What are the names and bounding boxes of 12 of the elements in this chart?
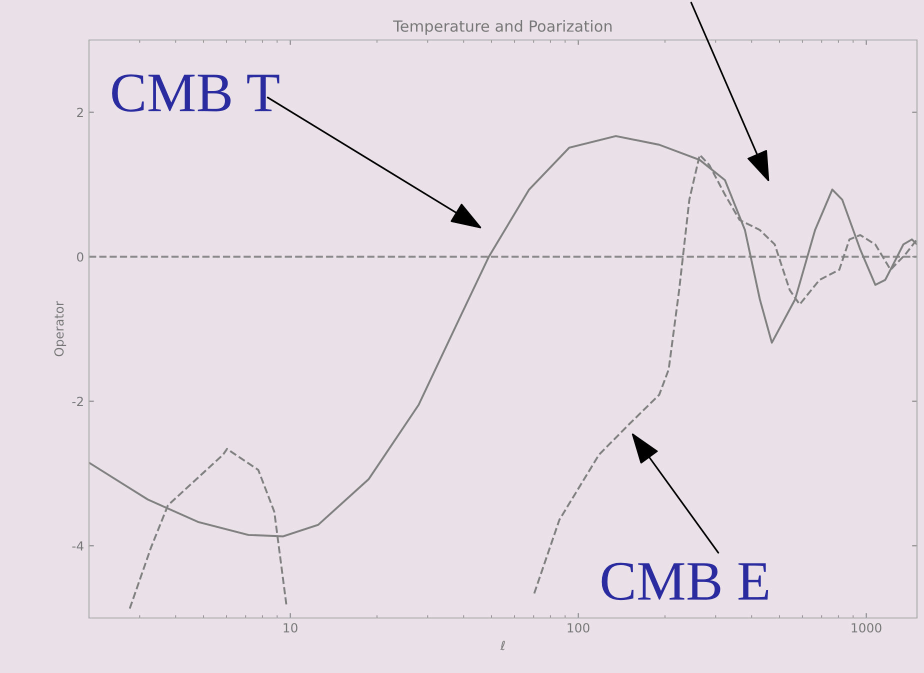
x-tick-label: 1000: [852, 623, 882, 633]
y-tick-label: -4: [72, 541, 84, 550]
x-tick-label: 10: [284, 623, 298, 633]
annotation: CMB E: [602, 562, 768, 600]
y-tick-label: 2: [77, 108, 83, 117]
x-tick-label: 100: [568, 623, 590, 633]
x-axis-title: ℓ: [500, 640, 505, 650]
chart-title: Temperature and Poarization: [393, 20, 612, 35]
annotation: CMB T: [112, 74, 280, 112]
y-tick-label: -2: [72, 396, 83, 406]
y-axis-title: Operator: [54, 301, 66, 356]
y-tick-label: 0: [77, 252, 84, 262]
